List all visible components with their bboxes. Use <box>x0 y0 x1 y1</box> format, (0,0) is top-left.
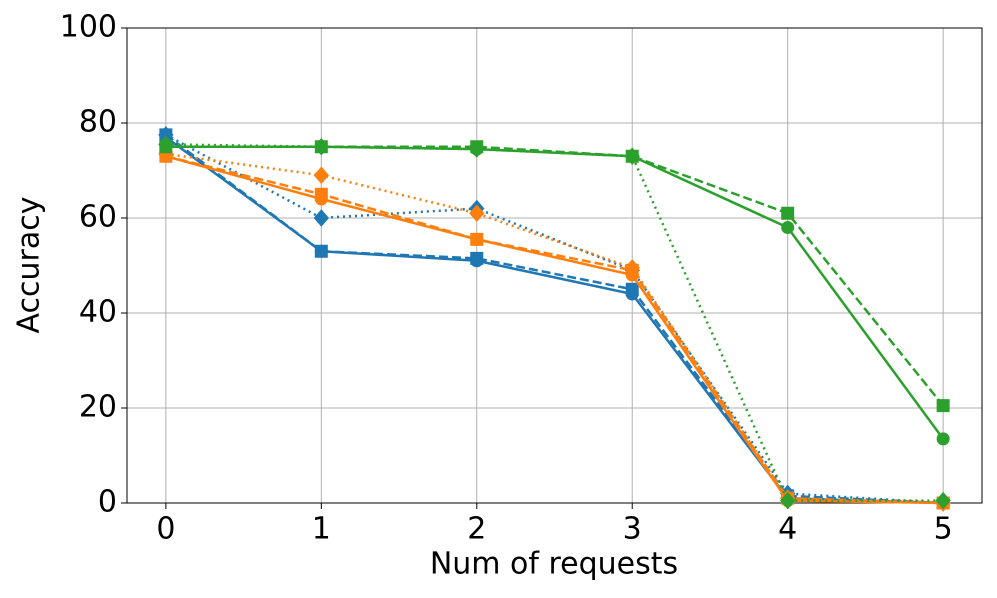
x-tick-label: 2 <box>467 512 486 547</box>
marker <box>936 399 950 413</box>
marker <box>158 135 174 154</box>
x-tick-label: 3 <box>623 512 642 547</box>
series-line <box>165 133 944 505</box>
marker <box>624 147 640 166</box>
marker <box>624 259 640 277</box>
series-line <box>165 145 945 440</box>
x-tick-label: 0 <box>156 512 175 547</box>
series-line <box>165 133 944 505</box>
plot-frame <box>126 27 983 504</box>
marker <box>935 491 951 510</box>
series-line <box>165 155 944 505</box>
y-tick-label: 0 <box>98 485 117 520</box>
series-line <box>165 152 944 505</box>
marker <box>314 187 328 201</box>
y-axis-label: Accuracy <box>12 197 47 334</box>
x-tick-label: 1 <box>312 512 331 547</box>
y-tick-label: 60 <box>79 200 117 235</box>
marker <box>780 491 796 510</box>
series-line <box>165 136 944 505</box>
marker <box>936 432 950 446</box>
y-tick-label: 40 <box>79 295 117 330</box>
marker <box>625 282 639 296</box>
marker <box>469 140 485 158</box>
marker <box>313 166 329 185</box>
y-tick-label: 100 <box>60 10 117 45</box>
marker <box>470 251 484 265</box>
marker <box>781 206 795 220</box>
y-tick-label: 80 <box>79 105 117 140</box>
x-axis-label: Num of requests <box>430 547 678 582</box>
marker <box>313 209 329 227</box>
marker <box>470 232 484 246</box>
marker <box>314 244 328 258</box>
marker <box>469 204 485 223</box>
marker <box>781 221 795 234</box>
series-line <box>165 143 944 502</box>
marker <box>313 137 329 156</box>
series-line <box>165 155 944 505</box>
x-tick-label: 4 <box>778 512 797 547</box>
y-tick-label: 20 <box>79 390 117 425</box>
x-tick-label: 5 <box>934 512 953 547</box>
